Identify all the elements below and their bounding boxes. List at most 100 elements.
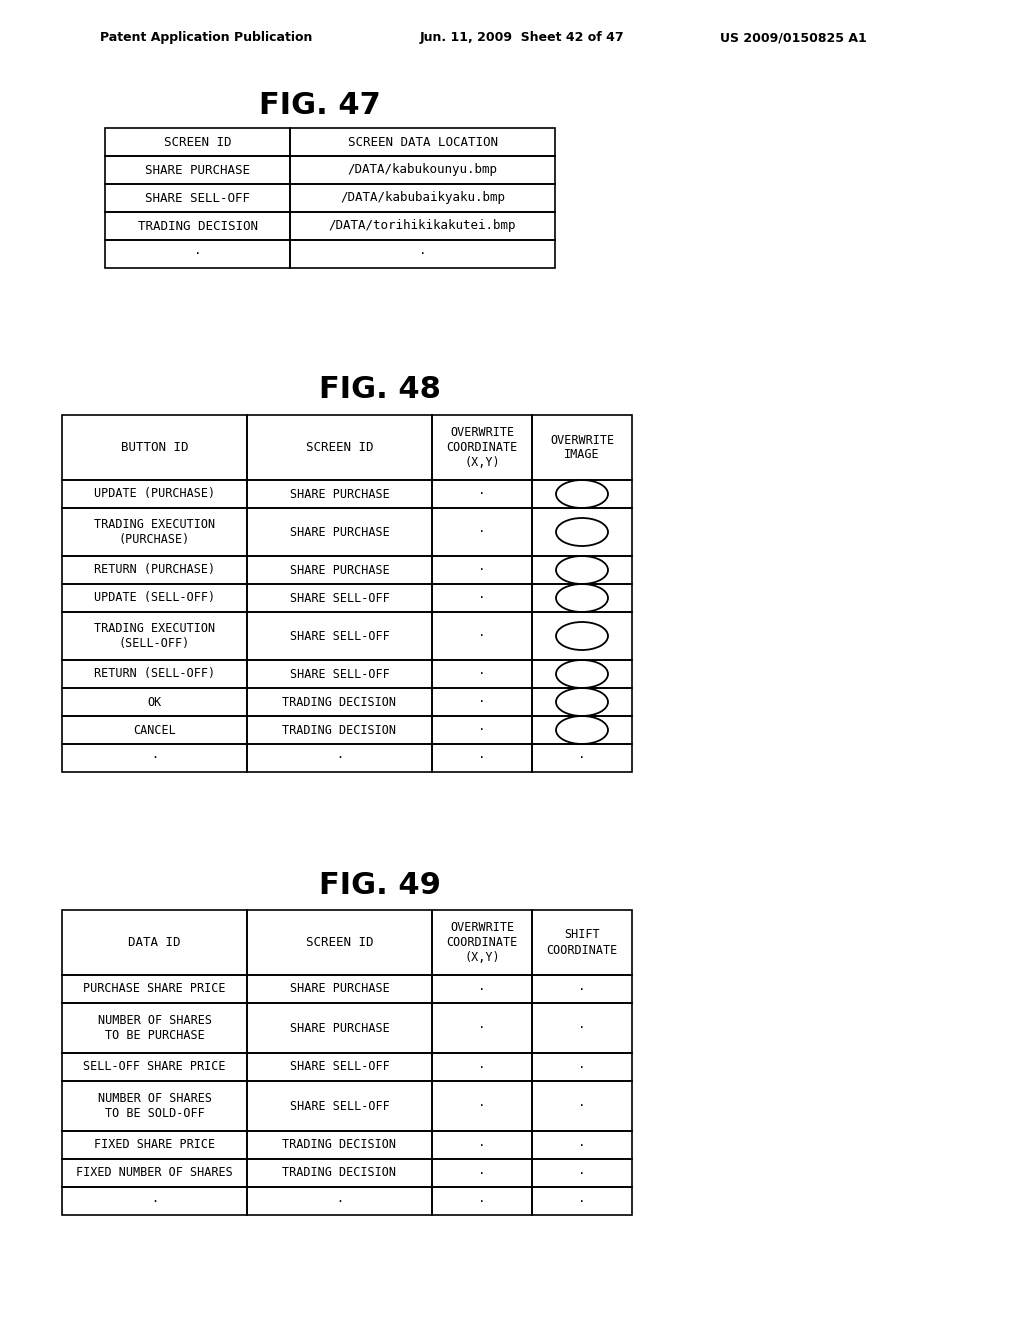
Text: ·: · <box>478 1167 485 1180</box>
Text: /DATA/torihikikakutei.bmp: /DATA/torihikikakutei.bmp <box>329 219 516 232</box>
Text: ·: · <box>478 591 485 605</box>
Text: ·: · <box>579 1195 586 1208</box>
Text: UPDATE (PURCHASE): UPDATE (PURCHASE) <box>94 487 215 500</box>
Text: TRADING DECISION: TRADING DECISION <box>283 1167 396 1180</box>
Bar <box>105 183 290 213</box>
Bar <box>62 414 247 480</box>
Bar <box>62 909 247 975</box>
Bar <box>247 744 432 772</box>
Text: /DATA/kabukounyu.bmp: /DATA/kabukounyu.bmp <box>347 164 498 177</box>
Text: ·: · <box>336 751 343 764</box>
Bar <box>532 583 632 612</box>
Text: ·: · <box>478 564 485 577</box>
Bar <box>432 1003 532 1053</box>
Bar <box>62 583 247 612</box>
Text: TRADING EXECUTION
(PURCHASE): TRADING EXECUTION (PURCHASE) <box>94 517 215 546</box>
Text: SHARE PURCHASE: SHARE PURCHASE <box>145 164 250 177</box>
Bar <box>532 414 632 480</box>
Bar <box>105 128 290 156</box>
Text: TRADING DECISION: TRADING DECISION <box>137 219 257 232</box>
Text: Jun. 11, 2009  Sheet 42 of 47: Jun. 11, 2009 Sheet 42 of 47 <box>420 32 625 45</box>
Bar <box>290 183 555 213</box>
Text: RETURN (PURCHASE): RETURN (PURCHASE) <box>94 564 215 577</box>
Bar <box>247 583 432 612</box>
Text: ·: · <box>579 982 586 995</box>
Bar <box>432 1081 532 1131</box>
Bar <box>432 909 532 975</box>
Bar <box>62 612 247 660</box>
Bar <box>247 715 432 744</box>
Text: ·: · <box>478 630 485 643</box>
Bar <box>62 975 247 1003</box>
Bar <box>62 660 247 688</box>
Bar <box>532 744 632 772</box>
Bar <box>290 128 555 156</box>
Bar <box>247 975 432 1003</box>
Bar <box>432 556 532 583</box>
Bar <box>532 975 632 1003</box>
Text: /DATA/kabubaikyaku.bmp: /DATA/kabubaikyaku.bmp <box>340 191 505 205</box>
Text: ·: · <box>478 696 485 709</box>
Text: ·: · <box>478 1022 485 1035</box>
Bar <box>247 688 432 715</box>
Text: ·: · <box>419 248 426 260</box>
Text: ·: · <box>478 1100 485 1113</box>
Bar <box>62 1053 247 1081</box>
Text: SHIFT
COORDINATE: SHIFT COORDINATE <box>547 928 617 957</box>
Text: ·: · <box>478 751 485 764</box>
Bar <box>62 1187 247 1214</box>
Bar <box>532 1131 632 1159</box>
Bar <box>532 715 632 744</box>
Bar <box>432 1159 532 1187</box>
Bar <box>532 508 632 556</box>
Text: DATA ID: DATA ID <box>128 936 181 949</box>
Bar <box>105 213 290 240</box>
Text: ·: · <box>336 1195 343 1208</box>
Bar <box>62 744 247 772</box>
Bar <box>247 556 432 583</box>
Text: ·: · <box>579 751 586 764</box>
Bar <box>247 414 432 480</box>
Text: PURCHASE SHARE PRICE: PURCHASE SHARE PRICE <box>83 982 225 995</box>
Text: FIXED SHARE PRICE: FIXED SHARE PRICE <box>94 1138 215 1151</box>
Text: US 2009/0150825 A1: US 2009/0150825 A1 <box>720 32 866 45</box>
Text: FIXED NUMBER OF SHARES: FIXED NUMBER OF SHARES <box>76 1167 232 1180</box>
Text: ·: · <box>478 525 485 539</box>
Bar <box>247 1053 432 1081</box>
Text: OVERWRITE
IMAGE: OVERWRITE IMAGE <box>550 433 614 462</box>
Bar <box>290 240 555 268</box>
Bar <box>432 688 532 715</box>
Bar <box>247 1159 432 1187</box>
Text: BUTTON ID: BUTTON ID <box>121 441 188 454</box>
Bar <box>432 1187 532 1214</box>
Text: SCREEN DATA LOCATION: SCREEN DATA LOCATION <box>347 136 498 149</box>
Text: SHARE SELL-OFF: SHARE SELL-OFF <box>290 1060 389 1073</box>
Text: FIG. 47: FIG. 47 <box>259 91 381 120</box>
Bar <box>247 909 432 975</box>
Text: SCREEN ID: SCREEN ID <box>164 136 231 149</box>
Bar <box>62 1003 247 1053</box>
Bar <box>432 414 532 480</box>
Text: ·: · <box>478 668 485 681</box>
Bar <box>432 744 532 772</box>
Bar <box>247 1131 432 1159</box>
Text: TRADING DECISION: TRADING DECISION <box>283 723 396 737</box>
Text: SHARE PURCHASE: SHARE PURCHASE <box>290 525 389 539</box>
Text: ·: · <box>478 487 485 500</box>
Bar <box>247 1081 432 1131</box>
Bar <box>247 1187 432 1214</box>
Text: ·: · <box>579 1022 586 1035</box>
Text: SHARE SELL-OFF: SHARE SELL-OFF <box>290 630 389 643</box>
Text: TRADING EXECUTION
(SELL-OFF): TRADING EXECUTION (SELL-OFF) <box>94 622 215 649</box>
Bar <box>532 612 632 660</box>
Text: NUMBER OF SHARES
TO BE SOLD-OFF: NUMBER OF SHARES TO BE SOLD-OFF <box>97 1092 212 1119</box>
Text: ·: · <box>579 1167 586 1180</box>
Text: SCREEN ID: SCREEN ID <box>306 936 374 949</box>
Bar <box>247 660 432 688</box>
Text: NUMBER OF SHARES
TO BE PURCHASE: NUMBER OF SHARES TO BE PURCHASE <box>97 1014 212 1041</box>
Text: SHARE SELL-OFF: SHARE SELL-OFF <box>290 668 389 681</box>
Text: ·: · <box>478 1060 485 1073</box>
Bar <box>62 715 247 744</box>
Bar <box>62 1159 247 1187</box>
Text: SCREEN ID: SCREEN ID <box>306 441 374 454</box>
